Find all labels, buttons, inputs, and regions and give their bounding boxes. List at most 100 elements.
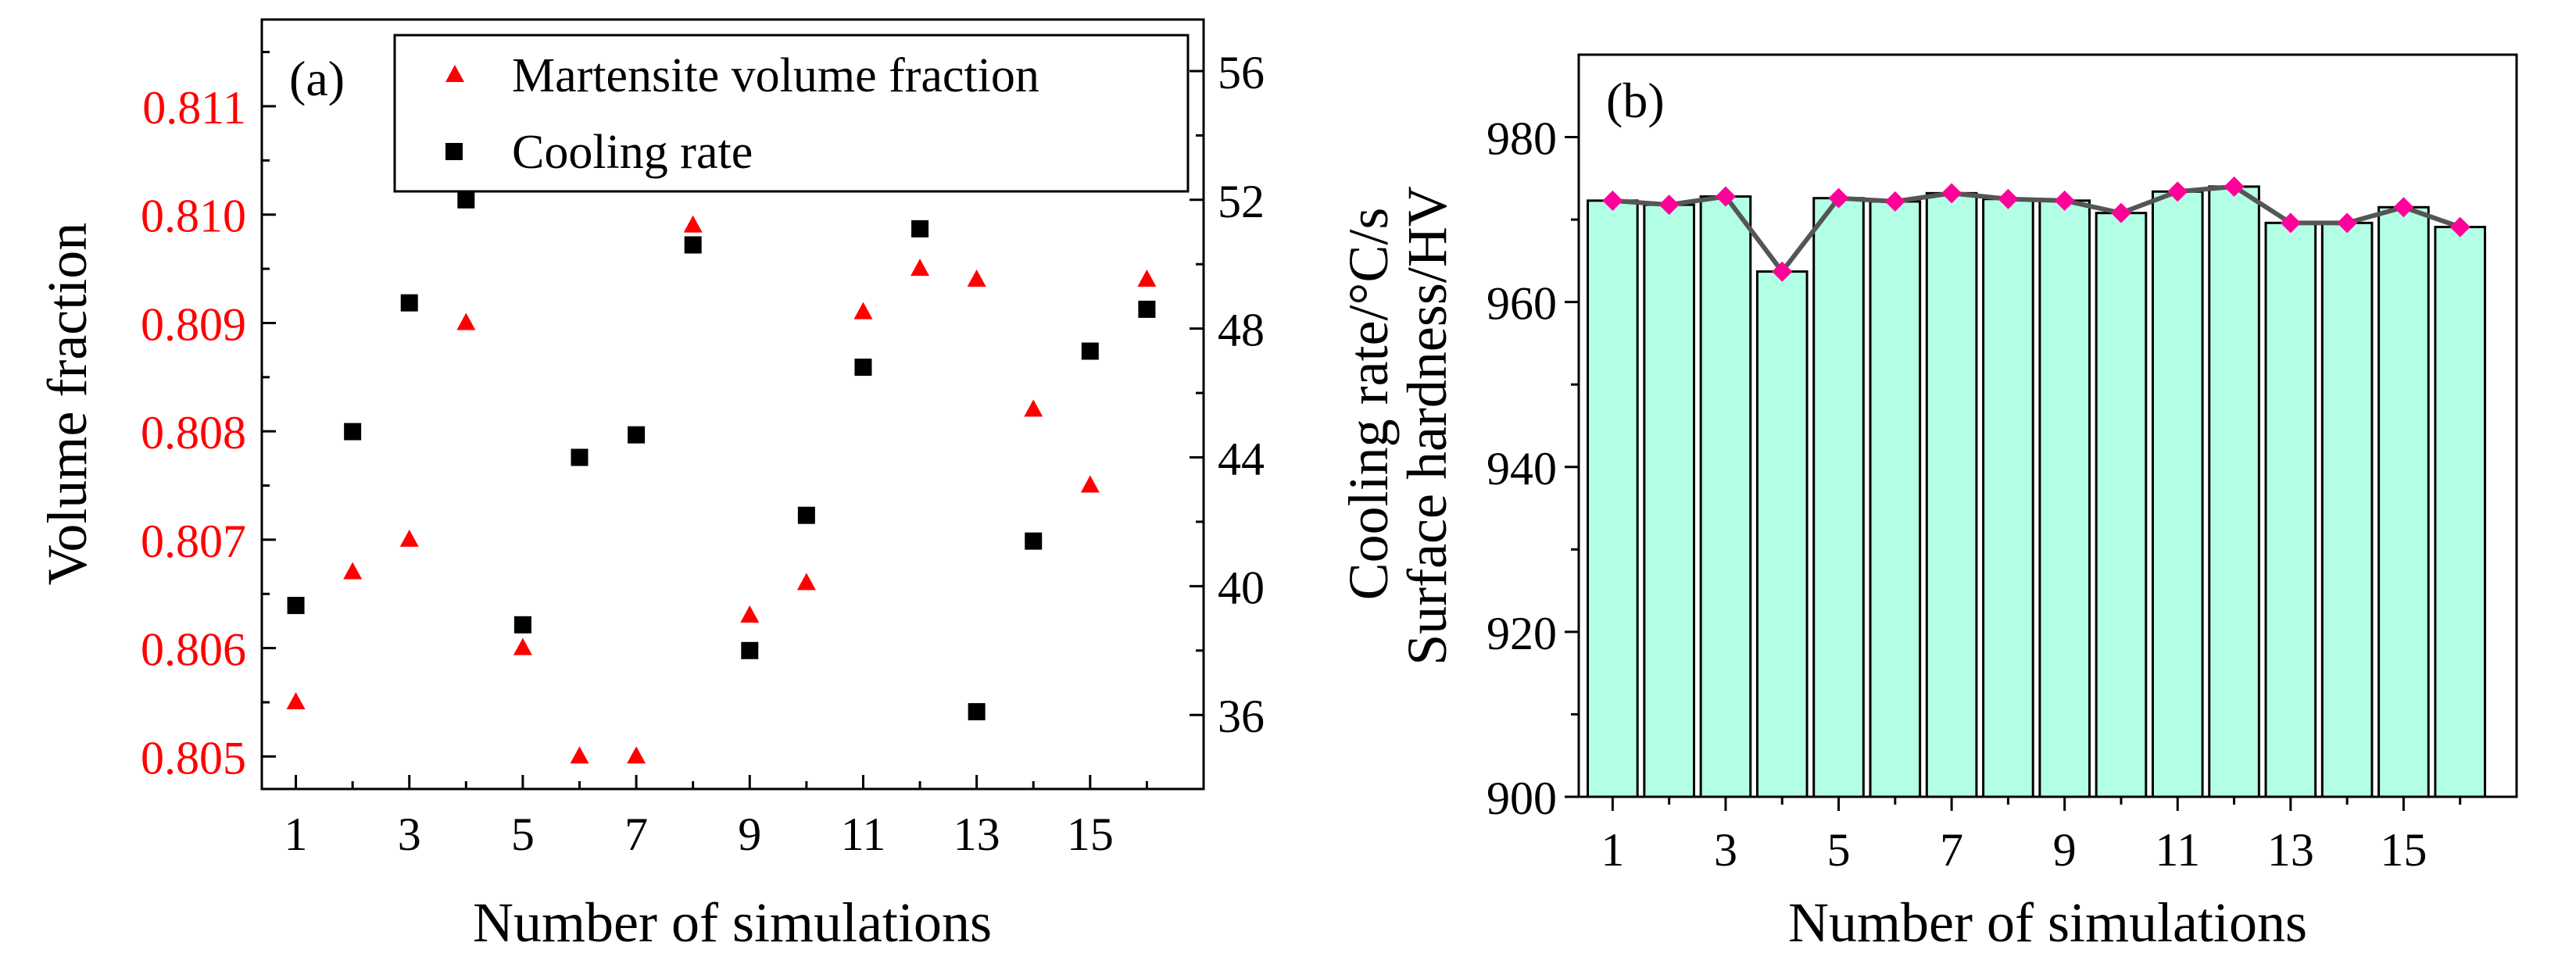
hardness-marker — [1715, 186, 1736, 207]
x-tick-label: 7 — [624, 809, 648, 860]
martensite-point — [911, 259, 930, 277]
hardness-bar — [1925, 191, 1978, 798]
hardness-bar — [2264, 221, 2317, 798]
hardness-bar — [2434, 226, 2487, 798]
cooling-rate-point — [684, 236, 702, 254]
y-tick-label: 940 — [1487, 443, 1557, 494]
hardness-bar — [1982, 198, 2034, 798]
hardness-marker — [1998, 188, 2019, 209]
hardness-bar — [1812, 197, 1865, 798]
x-tick-label: 1 — [284, 809, 308, 860]
left-y-tick-label: 0.811 — [142, 82, 246, 134]
right-y-tick-label: 44 — [1218, 434, 1265, 485]
right-y-tick-label: 40 — [1218, 562, 1265, 613]
cooling-rate-point — [854, 359, 872, 377]
hardness-bar — [2377, 205, 2430, 798]
hardness-bar — [2095, 212, 2148, 798]
hardness-marker — [1772, 261, 1793, 282]
martensite-point — [399, 529, 419, 547]
right-y-tick-label: 48 — [1218, 305, 1265, 356]
panel-b-y-axis-title: Surface hardness/HV — [1396, 186, 1458, 666]
legend-box — [393, 34, 1190, 193]
martensite-point — [513, 637, 532, 655]
hardness-marker — [2224, 176, 2245, 197]
cooling-rate-point — [741, 641, 759, 659]
panel-a-label: (a) — [289, 51, 345, 106]
y-tick-label: 920 — [1487, 608, 1557, 659]
cooling-rate-point — [457, 191, 475, 209]
y-tick-label: 900 — [1487, 773, 1557, 824]
cooling-rate-point — [1025, 532, 1043, 550]
hardness-bar — [1587, 199, 1639, 798]
hardness-bar — [1755, 270, 1809, 798]
hardness-trend-line — [1612, 184, 2461, 276]
panel-b-bars — [1587, 185, 2487, 798]
cooling-rate-point — [513, 616, 531, 634]
cooling-rate-point — [571, 448, 589, 466]
martensite-point — [853, 302, 873, 320]
panel-b-x-axis-title: Number of simulations — [1788, 891, 2307, 954]
right-y-tick-label: 56 — [1218, 47, 1265, 98]
x-tick-label: 3 — [398, 809, 421, 860]
panel-a-x-axis-title: Number of simulations — [473, 891, 992, 954]
hardness-marker — [2110, 202, 2131, 223]
y-tick-label: 960 — [1487, 278, 1557, 330]
panel-b-markers — [1602, 176, 2470, 282]
panel-b-frame — [1577, 53, 2518, 798]
panel-a-marks — [286, 191, 1157, 764]
left-y-tick-label: 0.810 — [141, 191, 246, 242]
martensite-point — [627, 746, 646, 764]
x-tick-label: 15 — [2380, 824, 2427, 876]
x-tick-label: 7 — [1940, 824, 1963, 876]
martensite-point — [286, 692, 306, 710]
martensite-point — [1137, 269, 1157, 287]
martensite-point — [1024, 399, 1043, 417]
hardness-marker — [2337, 212, 2358, 234]
left-y-tick-label: 0.809 — [141, 298, 246, 350]
hardness-marker — [1941, 183, 1962, 204]
cooling-rate-point — [911, 220, 929, 237]
x-tick-label: 5 — [511, 809, 535, 860]
martensite-point — [967, 269, 986, 287]
cooling-rate-point — [1081, 342, 1099, 360]
hardness-marker — [2167, 181, 2188, 202]
panel-a-scatter-chart: 1 3 5 7 9 11 13 150.8050.8060.8070.8080.8090.81… — [36, 18, 1400, 954]
martensite-point — [343, 562, 363, 580]
hardness-bar — [1869, 200, 1922, 798]
left-y-tick-label: 0.808 — [141, 407, 246, 459]
panel-b-label: (b) — [1606, 73, 1665, 128]
martensite-point — [570, 746, 589, 764]
hardness-marker — [2449, 216, 2470, 237]
martensite-point — [1080, 475, 1100, 493]
hardness-bar — [2038, 199, 2091, 798]
martensite-point — [796, 573, 816, 591]
panel-a-ticks: 1 3 5 7 9 11 13 150.8050.8060.8070.8080.8090.81… — [141, 47, 1265, 860]
panel-a-legend: Martensite volume fraction Cooling rate — [393, 34, 1190, 193]
right-y-tick-label: 36 — [1218, 691, 1265, 742]
hardness-bar — [2208, 185, 2260, 798]
cooling-rate-point — [400, 294, 418, 312]
right-y-tick-label: 52 — [1218, 176, 1265, 227]
hardness-marker — [2393, 197, 2414, 218]
legend-item-martensite: Martensite volume fraction — [512, 49, 1039, 102]
left-y-tick-label: 0.806 — [141, 624, 246, 676]
martensite-point — [456, 312, 476, 330]
legend-item-cooling-rate: Cooling rate — [512, 126, 753, 179]
panel-a-right-axis-title: Cooling rate/°C/s — [1337, 208, 1400, 601]
cooling-rate-point — [628, 426, 646, 444]
x-tick-label: 13 — [953, 809, 1000, 860]
martensite-point — [740, 605, 760, 623]
x-tick-label: 15 — [1067, 809, 1114, 860]
x-tick-label: 9 — [738, 809, 761, 860]
martensite-point — [683, 215, 703, 233]
left-y-tick-label: 0.805 — [141, 732, 246, 784]
hardness-bar — [2320, 221, 2374, 798]
left-y-tick-label: 0.807 — [141, 516, 246, 567]
x-tick-label: 9 — [2053, 824, 2077, 876]
cooling-rate-point — [1138, 300, 1156, 318]
cooling-rate-point — [287, 597, 305, 615]
cooling-rate-point — [968, 703, 986, 721]
legend-square-marker — [445, 143, 463, 160]
